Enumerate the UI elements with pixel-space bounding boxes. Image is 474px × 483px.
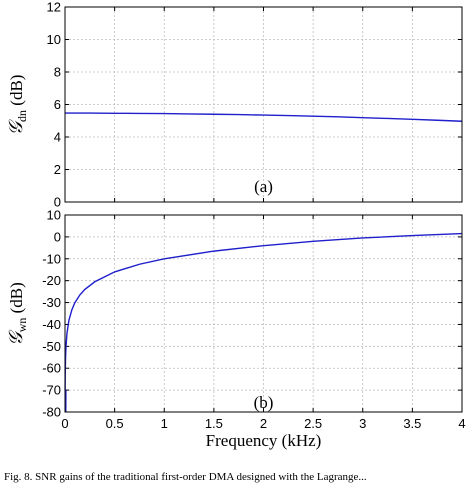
y-tick-label: -50 [42,339,61,354]
y-tick-label: 12 [47,0,61,15]
y-tick-label: -60 [42,361,61,376]
figure-caption: Fig. 8. SNR gains of the traditional fir… [4,471,367,483]
y-tick-label: -70 [42,383,61,398]
x-tick-label: 2 [260,416,267,431]
y-tick-label: -40 [42,317,61,332]
data-series-line [64,232,463,391]
x-tick-label: 0.5 [106,416,124,431]
y-axis-label: 𝒢dn (dB) [6,75,29,136]
x-tick-label: 3.5 [403,416,421,431]
y-tick-label: 10 [47,208,61,223]
x-tick-label: 1 [161,416,168,431]
x-axis-label: Frequency (kHz) [206,431,322,450]
y-tick-label: 8 [54,65,61,80]
panel-a: 0 2 4 6 8 10 12 𝒢dn (dB) (a) [6,0,463,210]
panel-label: (a) [254,177,273,196]
y-tick-label: 0 [54,229,61,244]
x-tick-label: 3 [359,416,366,431]
y-tick-label: 6 [54,97,61,112]
y-tick-label: 4 [54,130,61,145]
y-tick-label: -30 [42,295,61,310]
plot-frame [64,6,463,203]
plot-frame [64,214,463,413]
y-tick-label: 10 [47,32,61,47]
panel-b: -80 -70 -60 -50 -40 -30 -20 -10 0 10 0 0.5 1 1.5 2 2.5 3… [6,208,466,451]
panel-label: (b) [254,393,274,412]
y-tick-label: -20 [42,273,61,288]
y-tick-label: 2 [54,162,61,177]
x-tick-label: 1.5 [205,416,223,431]
x-tick-label: 4 [458,416,465,431]
x-tick-label: 2.5 [304,416,322,431]
x-tick-label: 0 [61,416,68,431]
y-tick-label: 0 [54,195,61,210]
data-series-line [65,112,463,122]
y-tick-label: -80 [42,405,61,420]
y-tick-label: -10 [42,251,61,266]
y-axis-label: 𝒢wn (dB) [6,282,29,346]
